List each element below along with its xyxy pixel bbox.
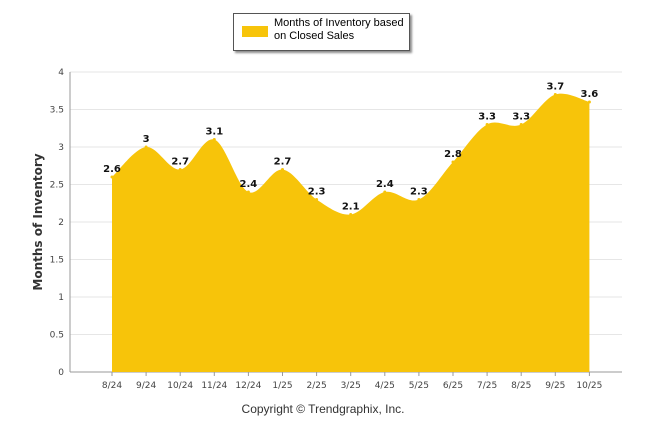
legend-label-line-1: Months of Inventory based [274, 17, 404, 29]
data-label: 3.1 [205, 127, 223, 138]
y-tick-label: 3 [58, 143, 64, 153]
x-tick-label: 1/25 [272, 381, 292, 391]
x-tick-label: 11/24 [201, 381, 227, 391]
legend-label-line-2: on Closed Sales [274, 30, 355, 42]
x-tick-label: 8/25 [511, 381, 531, 391]
y-tick-label: 2.5 [50, 181, 64, 191]
data-points [110, 93, 591, 216]
data-point [349, 213, 353, 216]
x-axis: 8/24 9/24 10/24 11/24 12/24 1/25 2/25 3/25 4/25 5… [70, 371, 622, 391]
data-label: 2.1 [342, 202, 360, 213]
x-tick-label: 10/24 [167, 381, 193, 391]
y-tick-label: 1.5 [50, 256, 64, 266]
data-labels: 2.6 3 2.7 3.1 2.4 2.7 2.3 2.1 2.4 2.3 2.8 3.3 3.3 3.7… [103, 82, 598, 213]
data-point [110, 175, 114, 179]
data-point [144, 145, 148, 149]
data-label: 2.6 [103, 164, 121, 175]
x-tick-label: 6/25 [443, 381, 463, 391]
y-tick-label: 0 [58, 368, 64, 378]
series-area [112, 93, 590, 372]
y-axis: 0 0.5 1 1.5 2 2.5 3 3.5 4 [50, 68, 71, 378]
data-label: 2.3 [410, 187, 428, 198]
data-label: 3.3 [478, 112, 496, 123]
data-point [212, 138, 216, 141]
copyright-credit: Copyright © Trendgraphix, Inc. [241, 402, 405, 416]
data-label: 2.7 [274, 157, 292, 168]
data-point [553, 93, 557, 96]
data-label: 3 [143, 134, 150, 145]
x-tick-label: 2/25 [306, 381, 326, 391]
x-tick-label: 10/25 [576, 381, 602, 391]
data-label: 2.8 [444, 149, 462, 160]
data-point [178, 168, 182, 171]
x-tick-label: 9/24 [136, 381, 156, 391]
data-point [383, 190, 387, 194]
data-point [281, 168, 284, 171]
x-tick-label: 9/25 [545, 381, 565, 391]
legend-label: Months of Inventory based on Closed Sale… [274, 17, 408, 43]
data-label: 2.3 [308, 187, 326, 198]
data-point [519, 123, 523, 126]
legend: Months of Inventory based on Closed Sale… [233, 13, 410, 51]
data-label: 2.4 [376, 179, 394, 190]
data-point [417, 198, 421, 201]
legend-swatch [242, 26, 268, 37]
data-point [451, 160, 455, 164]
x-tick-label: 8/24 [102, 381, 122, 391]
data-point [246, 190, 250, 194]
data-point [485, 123, 489, 126]
data-label: 3.6 [581, 89, 599, 100]
y-tick-label: 1 [58, 293, 64, 303]
data-point [315, 198, 319, 201]
x-tick-label: 7/25 [477, 381, 497, 391]
data-label: 2.4 [240, 179, 258, 190]
x-tick-label: 5/25 [409, 381, 429, 391]
y-axis-title: Months of Inventory [31, 153, 45, 290]
y-tick-label: 3.5 [50, 106, 64, 116]
data-point [587, 100, 591, 104]
y-tick-label: 2 [58, 218, 64, 228]
y-tick-label: 4 [58, 68, 64, 78]
y-tick-label: 0.5 [50, 331, 64, 341]
data-label: 2.7 [171, 157, 189, 168]
x-tick-label: 4/25 [375, 381, 395, 391]
data-label: 3.7 [546, 82, 564, 93]
data-label: 3.3 [512, 112, 530, 123]
x-tick-label: 12/24 [235, 381, 261, 391]
x-tick-label: 3/25 [341, 381, 361, 391]
